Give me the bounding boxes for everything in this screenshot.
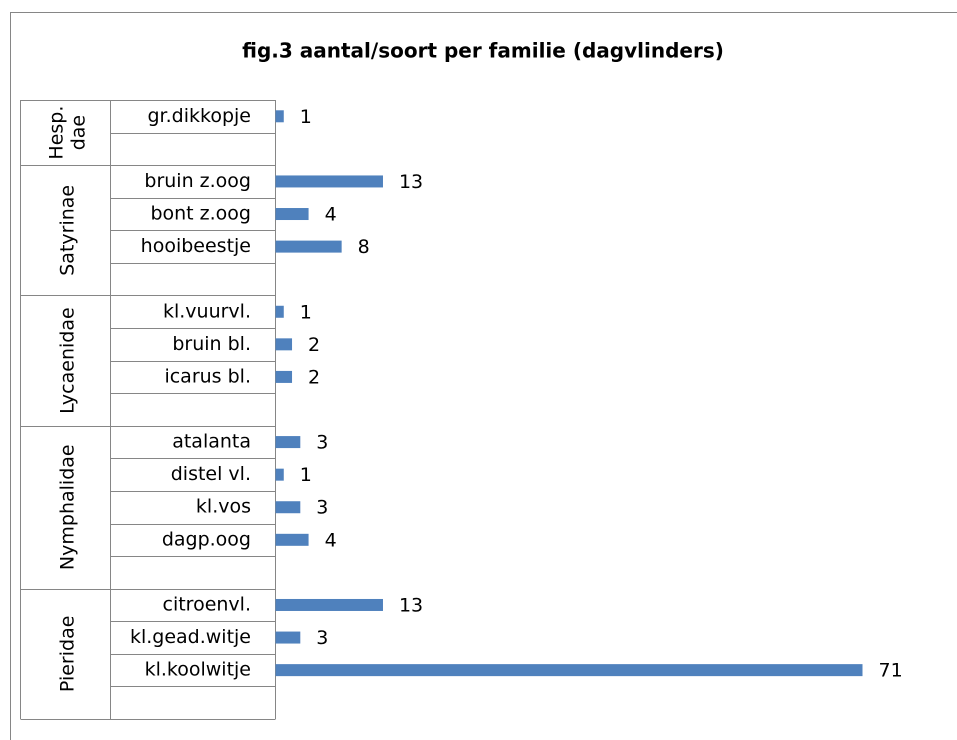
group-label: Nymphalidae: [57, 444, 79, 570]
bar: [275, 110, 284, 123]
data-label: 8: [358, 236, 370, 258]
y-tick-label: bruin bl.: [172, 333, 251, 355]
data-label: 2: [308, 366, 320, 388]
group-label: Pieridae: [57, 616, 79, 693]
group-label: Lycaenidae: [57, 307, 79, 414]
bar: [275, 305, 284, 318]
y-tick-label: bont z.oog: [150, 203, 251, 225]
data-label: 71: [879, 660, 903, 682]
data-label: 2: [308, 334, 320, 356]
chart-title: fig.3 aantal/soort per familie (dagvlind…: [242, 39, 724, 63]
data-label: 3: [316, 432, 328, 454]
y-tick-label: kl.vos: [196, 496, 251, 518]
data-label: 1: [300, 464, 312, 486]
data-label: 4: [325, 529, 337, 551]
y-tick-label: citroenvl.: [163, 593, 252, 615]
y-tick-label: dagp.oog: [162, 528, 251, 550]
data-label: 3: [316, 627, 328, 649]
y-tick-label: kl.koolwitje: [145, 659, 251, 681]
data-label: 13: [399, 171, 423, 193]
y-tick-label: distel vl.: [171, 463, 251, 485]
y-tick-label: hooibeestje: [141, 235, 251, 257]
y-tick-label: bruin z.oog: [144, 170, 251, 192]
bar: [275, 664, 863, 677]
bar: [275, 598, 383, 611]
data-label: 4: [325, 204, 337, 226]
y-tick-label: kl.gead.witje: [130, 626, 251, 648]
data-label: 3: [316, 497, 328, 519]
bar: [275, 501, 301, 514]
bar: [275, 436, 301, 449]
group-label: dae: [68, 115, 90, 150]
bar: [275, 533, 309, 546]
bar: [275, 468, 284, 481]
data-label: 1: [300, 106, 312, 128]
y-tick-label: icarus bl.: [164, 365, 251, 387]
bar: [275, 370, 293, 383]
y-tick-label: atalanta: [172, 431, 251, 453]
group-label: Hesp.: [46, 106, 68, 160]
bar: [275, 175, 383, 188]
data-label: 1: [300, 301, 312, 323]
y-tick-label: kl.vuurvl.: [163, 300, 251, 322]
y-tick-label: gr.dikkopje: [148, 105, 252, 127]
bar: [275, 240, 342, 253]
group-label: Satyrinae: [57, 185, 79, 276]
bar: [275, 631, 301, 644]
bar: [275, 208, 309, 221]
bar: [275, 338, 293, 351]
data-label: 13: [399, 594, 423, 616]
